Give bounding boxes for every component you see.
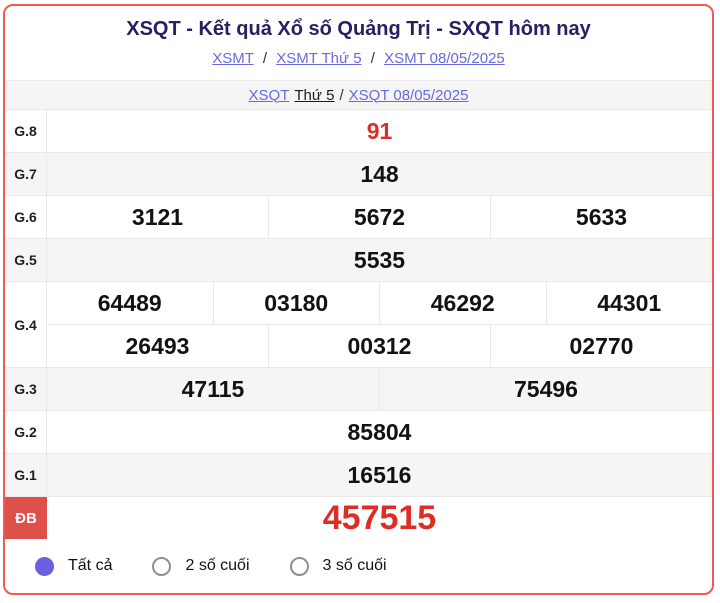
radio-label-last3: 3 số cuối — [322, 557, 387, 574]
table-row-g5: G.5 5535 — [5, 238, 712, 281]
prize-value: 85804 — [347, 418, 412, 445]
table-row-g4: G.4 64489 03180 46292 44301 26493 00312 … — [5, 281, 712, 367]
filter-option-last3[interactable]: 3 số cuối — [289, 556, 387, 576]
breadcrumb-separator: / — [262, 50, 268, 67]
prize-value: 91 — [366, 117, 393, 144]
prize-value: 26493 — [125, 332, 190, 359]
breadcrumb-separator: / — [339, 86, 344, 104]
filter-option-all[interactable]: Tất cả — [35, 556, 113, 576]
table-row-db: ĐB 457515 — [5, 496, 712, 539]
results-table: G.8 91 G.7 148 G.6 3121 5672 5633 G.5 55… — [5, 109, 712, 539]
table-row-g7: G.7 148 — [5, 152, 712, 195]
sub-breadcrumb-bar: XSQT Thứ 5 / XSQT 08/05/2025 — [5, 80, 712, 109]
prize-label-g5: G.5 — [5, 239, 47, 281]
breadcrumb: XSMT / XSMT Thứ 5 / XSMT 08/05/2025 — [5, 49, 712, 69]
table-row-g6: G.6 3121 5672 5633 — [5, 195, 712, 238]
prize-value: 00312 — [268, 325, 490, 367]
radio-unselected-icon[interactable] — [289, 556, 309, 576]
prize-label-g2: G.2 — [5, 411, 47, 453]
radio-selected-icon[interactable] — [35, 556, 54, 576]
prize-label-g6: G.6 — [5, 196, 47, 238]
prize-value: 44301 — [545, 282, 713, 324]
breadcrumb-separator: / — [370, 50, 375, 67]
lottery-result-card: XSQT - Kết quả Xổ số Quảng Trị - SXQT hô… — [3, 4, 714, 595]
prize-label-db: ĐB — [5, 497, 47, 539]
header: XSQT - Kết quả Xổ số Quảng Trị - SXQT hô… — [5, 6, 712, 80]
prize-value: 02770 — [490, 325, 712, 367]
prize-value: 64489 — [97, 289, 162, 316]
prize-value: 3121 — [131, 203, 184, 230]
prize-value: 5672 — [268, 196, 490, 238]
prize-value: 5535 — [353, 246, 406, 273]
prize-label-g8: G.8 — [5, 110, 47, 152]
prize-value: 03180 — [212, 282, 380, 324]
breadcrumb-link-xsmt-date[interactable]: XSMT 08/05/2025 — [384, 50, 505, 67]
prize-value: 47115 — [181, 375, 245, 402]
filter-bar: Tất cả 2 số cuối 3 số cuối — [5, 539, 712, 593]
table-row-g2: G.2 85804 — [5, 410, 712, 453]
page-title: XSQT - Kết quả Xổ số Quảng Trị - SXQT hô… — [126, 18, 591, 40]
prize-value: 5633 — [490, 196, 712, 238]
radio-label-last2: 2 số cuối — [185, 557, 250, 574]
breadcrumb-link-xsmt-thu5[interactable]: XSMT Thứ 5 — [276, 50, 362, 67]
breadcrumb-link-xsmt[interactable]: XSMT — [212, 50, 254, 67]
prize-value: 16516 — [347, 461, 412, 488]
prize-value: 148 — [360, 160, 399, 187]
breadcrumb-text-thu5: Thứ 5 — [294, 86, 335, 104]
radio-label-all: Tất cả — [68, 557, 113, 574]
filter-option-last2[interactable]: 2 số cuối — [152, 556, 250, 576]
table-row-g3: G.3 47115 75496 — [5, 367, 712, 410]
radio-unselected-icon[interactable] — [152, 556, 172, 576]
prize-label-g7: G.7 — [5, 153, 47, 195]
table-row-g1: G.1 16516 — [5, 453, 712, 496]
prize-label-g1: G.1 — [5, 454, 47, 496]
prize-value: 46292 — [379, 282, 546, 324]
breadcrumb-link-xsqt-date[interactable]: XSQT 08/05/2025 — [348, 86, 469, 104]
table-row-g8: G.8 91 — [5, 109, 712, 152]
prize-label-g4: G.4 — [5, 282, 47, 367]
prize-label-g3: G.3 — [5, 368, 47, 410]
prize-value: 75496 — [379, 368, 712, 410]
prize-value-jackpot: 457515 — [322, 498, 437, 537]
breadcrumb-link-xsqt[interactable]: XSQT — [248, 86, 290, 104]
